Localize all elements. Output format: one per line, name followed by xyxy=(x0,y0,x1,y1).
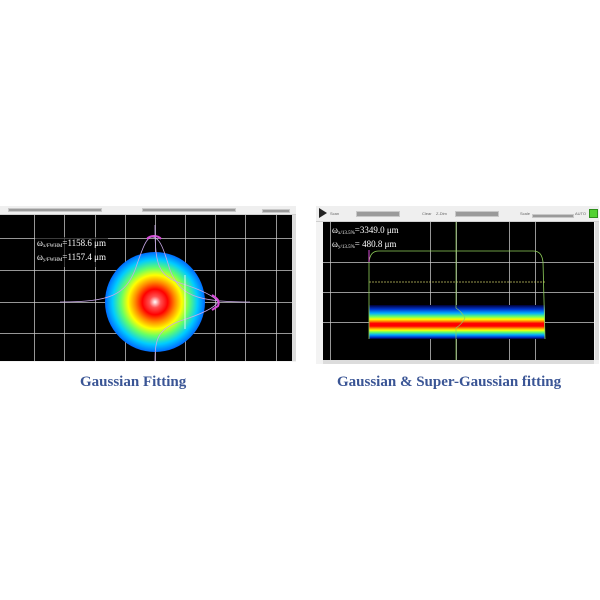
left-readout-y: ωy/FWHM=1157.4 μm xyxy=(37,252,106,263)
zdim-label: Z-Dim xyxy=(436,211,447,216)
left-scale-slider[interactable] xyxy=(262,209,290,213)
play-icon[interactable] xyxy=(319,208,327,218)
gaussian-fit-window: ωx/FWHM=1158.6 μm ωy/FWHM=1157.4 μm xyxy=(0,206,296,362)
gaussian-beam-spot xyxy=(105,252,205,352)
right-scale-slider[interactable] xyxy=(532,214,574,218)
left-slider-1[interactable] xyxy=(8,208,102,212)
right-readout-x: ωx/13.5%=3349.0 μm xyxy=(332,225,399,236)
auto-label: AUTO xyxy=(575,211,587,216)
right-caption: Gaussian & Super-Gaussian fitting xyxy=(337,374,562,390)
left-caption: Gaussian Fitting xyxy=(80,374,187,390)
left-beam-plot[interactable]: ωx/FWHM=1158.6 μm ωy/FWHM=1157.4 μm xyxy=(0,215,292,361)
super-gaussian-profile-curves xyxy=(368,222,546,360)
super-gaussian-beam-band xyxy=(369,305,545,339)
left-slider-2[interactable] xyxy=(142,208,236,212)
right-horizontal-scrollbar[interactable] xyxy=(323,360,594,364)
super-gaussian-fit-window: Scan Clear Z-Dim Scale AUTO ωx/13.5%=334… xyxy=(316,206,599,364)
left-beam-width-readout: ωx/FWHM=1158.6 μm ωy/FWHM=1157.4 μm xyxy=(35,237,108,267)
right-scan-slider[interactable] xyxy=(356,211,400,217)
right-toolbar: Scan Clear Z-Dim Scale AUTO xyxy=(316,206,599,222)
left-vertical-scrollbar[interactable] xyxy=(292,215,296,361)
right-beam-plot[interactable]: ωx/13.5%=3349.0 μm ωy/13.5%= 480.8 μm xyxy=(323,222,594,360)
right-readout-y: ωy/13.5%= 480.8 μm xyxy=(332,239,397,250)
clear-label[interactable]: Clear xyxy=(422,211,432,216)
right-beam-width-readout: ωx/13.5%=3349.0 μm ωy/13.5%= 480.8 μm xyxy=(330,224,401,254)
auto-toggle-button[interactable] xyxy=(589,209,598,218)
left-readout-x: ωx/FWHM=1158.6 μm xyxy=(37,238,106,249)
left-toolbar xyxy=(0,206,296,215)
gaussian-profile-curves xyxy=(59,224,251,361)
right-vertical-scrollbar[interactable] xyxy=(595,222,599,360)
right-zdim-slider[interactable] xyxy=(455,211,499,217)
scan-label: Scan xyxy=(330,211,340,216)
scale-label: Scale xyxy=(520,211,531,216)
